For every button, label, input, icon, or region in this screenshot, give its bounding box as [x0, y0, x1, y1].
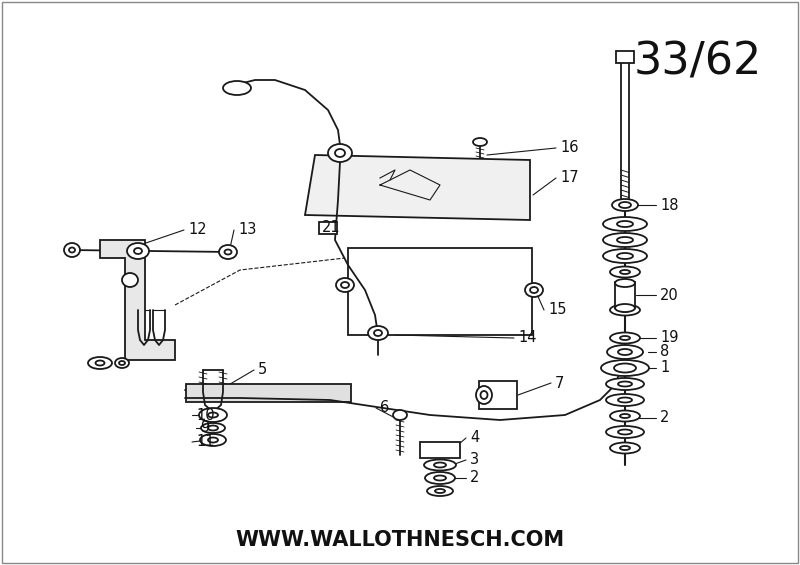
Ellipse shape	[617, 221, 633, 227]
Ellipse shape	[610, 305, 640, 315]
FancyBboxPatch shape	[348, 248, 532, 335]
Text: 33/62: 33/62	[634, 40, 762, 83]
Ellipse shape	[368, 326, 388, 340]
Ellipse shape	[115, 358, 129, 368]
Ellipse shape	[620, 270, 630, 274]
Ellipse shape	[208, 412, 218, 418]
Text: 9: 9	[200, 420, 210, 436]
Ellipse shape	[219, 245, 237, 259]
Text: 12: 12	[188, 223, 206, 237]
Ellipse shape	[606, 394, 644, 406]
Ellipse shape	[603, 249, 647, 263]
Ellipse shape	[607, 345, 643, 359]
Text: 8: 8	[660, 345, 670, 359]
Ellipse shape	[618, 381, 632, 386]
Ellipse shape	[64, 243, 80, 257]
FancyBboxPatch shape	[319, 222, 337, 234]
Ellipse shape	[208, 425, 218, 431]
Ellipse shape	[606, 426, 644, 438]
Ellipse shape	[201, 423, 225, 433]
Text: 11: 11	[196, 434, 214, 450]
Ellipse shape	[208, 437, 218, 442]
Ellipse shape	[612, 199, 638, 211]
Ellipse shape	[336, 278, 354, 292]
Ellipse shape	[393, 410, 407, 420]
Ellipse shape	[530, 287, 538, 293]
Ellipse shape	[615, 304, 635, 312]
Ellipse shape	[525, 283, 543, 297]
Ellipse shape	[425, 472, 455, 484]
Ellipse shape	[473, 138, 487, 146]
Ellipse shape	[223, 81, 251, 95]
FancyBboxPatch shape	[615, 282, 635, 308]
Ellipse shape	[619, 202, 631, 208]
Text: 14: 14	[518, 331, 537, 346]
Ellipse shape	[606, 378, 644, 390]
Ellipse shape	[620, 308, 630, 312]
Ellipse shape	[603, 217, 647, 231]
Text: 19: 19	[660, 331, 678, 346]
Ellipse shape	[617, 237, 633, 243]
Ellipse shape	[615, 279, 635, 287]
Text: 16: 16	[560, 141, 578, 155]
Ellipse shape	[88, 357, 112, 369]
Ellipse shape	[610, 442, 640, 454]
Text: 3: 3	[470, 453, 479, 467]
Ellipse shape	[374, 330, 382, 336]
Ellipse shape	[134, 248, 142, 254]
Ellipse shape	[618, 398, 632, 402]
Text: 15: 15	[548, 302, 566, 318]
Polygon shape	[305, 155, 530, 220]
Ellipse shape	[122, 273, 138, 287]
Text: 20: 20	[660, 288, 678, 302]
Ellipse shape	[610, 267, 640, 277]
Ellipse shape	[427, 486, 453, 496]
Ellipse shape	[620, 446, 630, 450]
Text: 2: 2	[660, 411, 670, 425]
Ellipse shape	[199, 408, 227, 422]
Ellipse shape	[476, 386, 492, 404]
Ellipse shape	[617, 253, 633, 259]
Ellipse shape	[610, 332, 640, 344]
Ellipse shape	[225, 250, 231, 254]
Ellipse shape	[119, 361, 125, 365]
FancyBboxPatch shape	[420, 442, 460, 458]
Ellipse shape	[335, 149, 345, 157]
Polygon shape	[100, 240, 175, 360]
Text: 5: 5	[258, 363, 267, 377]
Text: 13: 13	[238, 223, 256, 237]
Ellipse shape	[620, 414, 630, 418]
Ellipse shape	[620, 336, 630, 340]
Text: 18: 18	[660, 198, 678, 212]
Ellipse shape	[614, 363, 636, 372]
Ellipse shape	[127, 243, 149, 259]
Ellipse shape	[434, 463, 446, 467]
Text: 2: 2	[470, 471, 479, 485]
Text: 17: 17	[560, 171, 578, 185]
FancyBboxPatch shape	[479, 381, 517, 409]
Ellipse shape	[603, 233, 647, 247]
Ellipse shape	[618, 429, 632, 434]
Ellipse shape	[424, 459, 456, 471]
Text: 10: 10	[196, 407, 214, 423]
Text: 21: 21	[322, 220, 341, 236]
FancyBboxPatch shape	[186, 384, 350, 402]
Text: 7: 7	[555, 376, 564, 390]
Ellipse shape	[435, 489, 445, 493]
Ellipse shape	[95, 360, 105, 366]
Text: WWW.WALLOTHNESCH.COM: WWW.WALLOTHNESCH.COM	[235, 530, 565, 550]
Ellipse shape	[341, 282, 349, 288]
Ellipse shape	[618, 349, 632, 355]
Ellipse shape	[601, 360, 649, 376]
Ellipse shape	[434, 476, 446, 480]
Text: 1: 1	[660, 360, 670, 376]
Ellipse shape	[328, 144, 352, 162]
FancyBboxPatch shape	[616, 51, 634, 63]
Text: 4: 4	[470, 431, 479, 445]
Ellipse shape	[610, 411, 640, 421]
Ellipse shape	[200, 434, 226, 446]
Text: 6: 6	[380, 401, 390, 415]
Ellipse shape	[481, 391, 487, 399]
Ellipse shape	[69, 247, 75, 253]
